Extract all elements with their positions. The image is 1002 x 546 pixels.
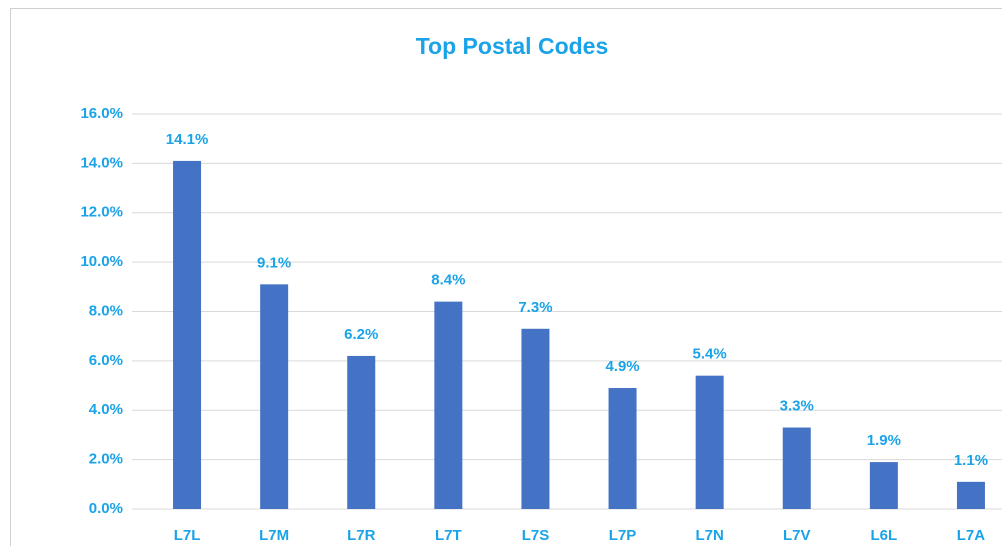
x-tick-label: L7S	[522, 527, 550, 544]
data-label: 4.9%	[605, 358, 639, 375]
x-tick-label: L6L	[871, 527, 898, 544]
data-label: 1.9%	[867, 432, 901, 449]
data-label: 5.4%	[693, 346, 727, 363]
bar	[260, 284, 289, 509]
data-label: 8.4%	[431, 272, 465, 289]
y-tick-label: 8.0%	[89, 302, 123, 319]
x-tick-label: L7L	[174, 527, 201, 544]
data-label: 6.2%	[344, 326, 378, 343]
y-tick-label: 16.0%	[80, 105, 123, 122]
bar	[869, 462, 898, 509]
y-tick-label: 14.0%	[80, 154, 123, 171]
x-tick-label: L7T	[435, 527, 462, 544]
x-tick-label: L7V	[783, 527, 811, 544]
bar	[782, 427, 811, 509]
data-label: 3.3%	[780, 398, 814, 415]
y-tick-label: 4.0%	[89, 401, 123, 418]
x-tick-label: L7N	[695, 527, 723, 544]
x-tick-label: L7M	[259, 527, 289, 544]
data-label: 14.1%	[166, 131, 209, 148]
bar	[608, 388, 637, 509]
bar	[521, 328, 550, 509]
data-label: 7.3%	[518, 299, 552, 316]
data-label: 1.1%	[954, 452, 988, 469]
y-tick-label: 2.0%	[89, 451, 123, 468]
bar	[347, 355, 376, 509]
bar	[956, 481, 985, 509]
x-tick-label: L7R	[347, 527, 376, 544]
chart-title: Top Postal Codes	[416, 33, 609, 59]
y-tick-label: 10.0%	[80, 253, 123, 270]
x-tick-label: L7A	[957, 527, 986, 544]
y-tick-label: 12.0%	[80, 204, 123, 221]
chart-border	[10, 8, 1002, 546]
data-label: 9.1%	[257, 254, 291, 271]
bar	[695, 375, 724, 509]
y-tick-label: 0.0%	[89, 500, 123, 517]
x-tick-label: L7P	[609, 527, 637, 544]
bar	[434, 301, 463, 509]
y-tick-label: 6.0%	[89, 352, 123, 369]
bar	[173, 160, 202, 509]
